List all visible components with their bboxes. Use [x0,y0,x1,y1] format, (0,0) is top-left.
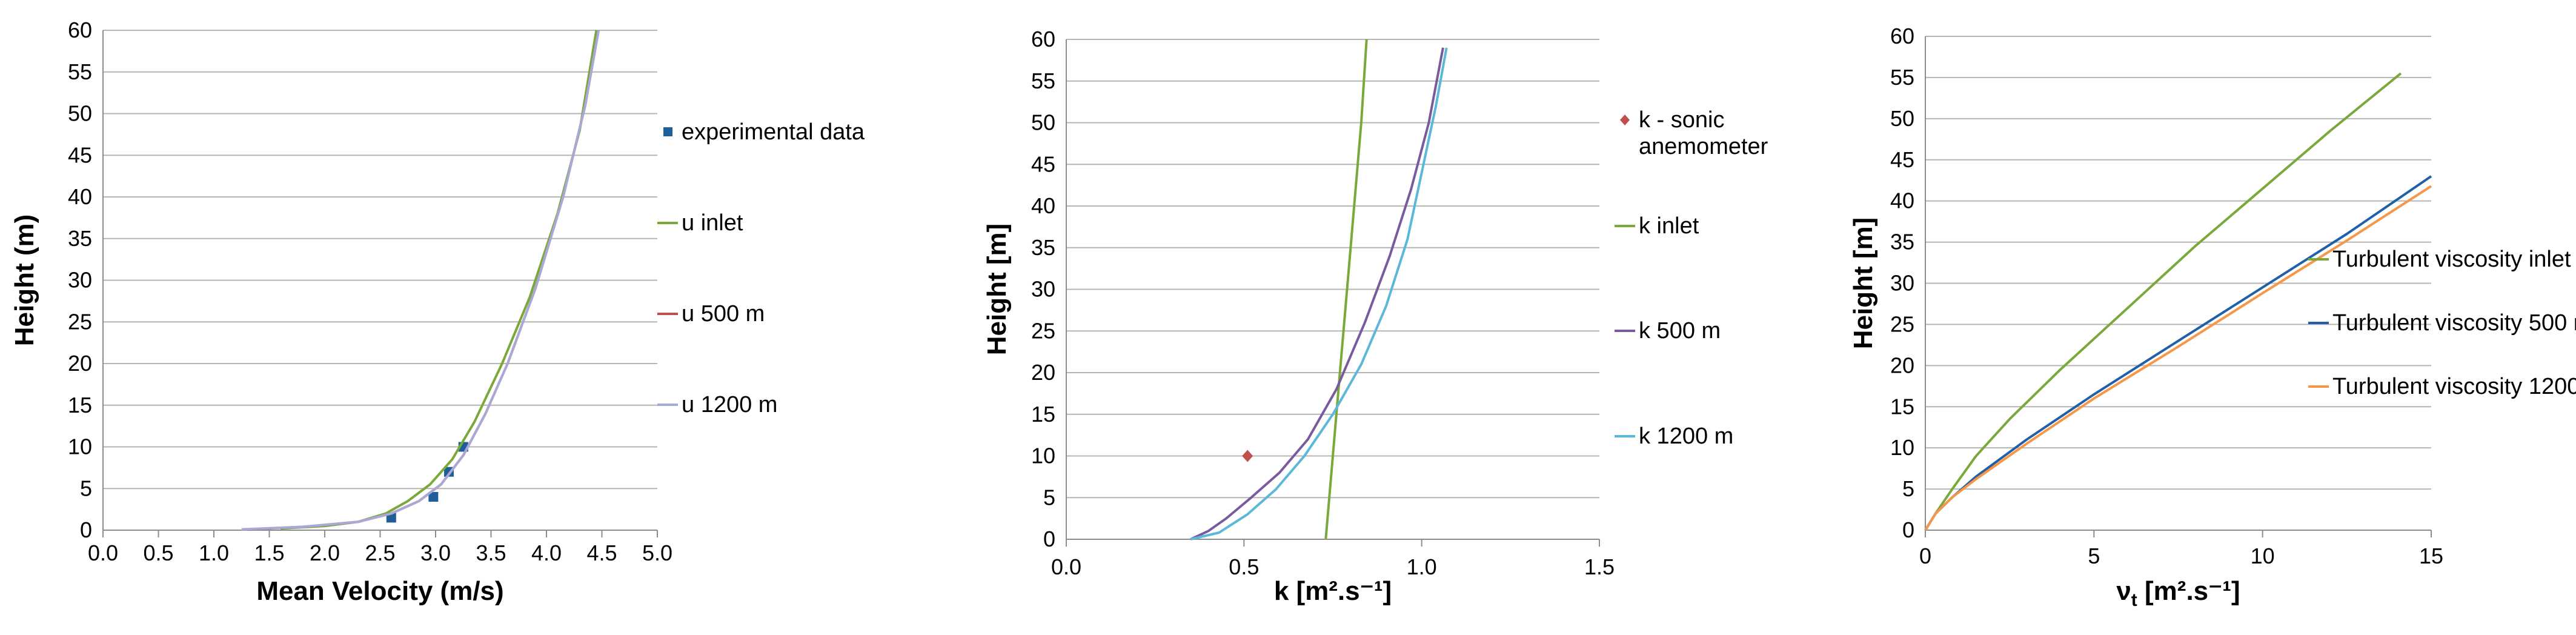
y-tick-label: 60 [68,18,92,42]
y-tick-label: 50 [1031,110,1055,135]
legend-label: experimental data [682,119,865,145]
y-tick-label: 50 [1890,106,1914,131]
y-tick-label: 30 [68,268,92,293]
y-tick-label: 20 [1031,360,1055,385]
series-line-2 [1924,175,2432,531]
legend-label: Turbulent viscosity 1200 m [2332,374,2576,399]
legend-label: k 1200 m [1639,424,1733,449]
x-tick-label: 0.5 [143,540,173,565]
x-tick-label: 3.5 [476,540,506,565]
legend-label: k 500 m [1639,318,1721,344]
series-line-2 [280,30,598,530]
y-tick-label: 40 [68,184,92,209]
y-tick-label: 15 [1031,402,1055,427]
legend-swatch [663,127,672,136]
x-tick-label: 2.5 [365,540,395,565]
series-line-1 [1924,72,2402,531]
y-tick-label: 15 [1890,394,1914,419]
x-tick-label: 4.0 [531,540,562,565]
y-tick-label: 10 [1031,444,1055,468]
y-tick-label: 35 [1890,230,1914,254]
x-tick-label: 1.0 [199,540,229,565]
y-tick-label: 35 [68,226,92,251]
y-tick-label: 30 [1890,271,1914,296]
y-tick-label: 0 [1902,517,1914,542]
y-tick-label: 55 [1890,65,1914,90]
y-tick-label: 60 [1890,24,1914,48]
x-tick-label: 5 [2088,544,2100,568]
legend-label: k inlet [1639,213,1699,239]
series-line-3 [1924,185,2432,531]
series-line-4 [241,30,600,531]
x-axis-label-symbol: ν [2116,576,2131,606]
y-axis-label: Height (m) [10,214,39,347]
x-tick-label: 0.5 [1229,554,1259,579]
data-point-marker [1242,450,1253,462]
legend-label: u 1200 m [682,392,777,417]
y-tick-label: 25 [1031,318,1055,343]
y-tick-label: 25 [1890,311,1914,336]
x-tick-label: 0.0 [1051,554,1081,579]
x-axis-label: νt [m².s⁻¹] [2116,576,2240,610]
y-tick-label: 10 [1890,435,1914,460]
y-tick-label: 5 [1902,476,1914,501]
chart-panel-2: 0 5 10 15 20 25 30 35 40 45 50 55 60 0.0 0.5 1.0 1.5 Heig… [982,27,1768,606]
y-tick-label: 5 [80,476,92,500]
series-line-3 [1190,47,1444,540]
x-tick-label: 2.0 [310,540,340,565]
x-tick-label: 1.0 [1407,554,1437,579]
y-axis-label: Height [m] [1848,218,1878,350]
y-tick-label: 45 [68,142,92,167]
y-tick-label: 45 [1031,151,1055,176]
chart-panel-1: 0 5 10 15 20 25 30 35 40 45 50 55 60 0.0 0.5 1.0 1.5 2.0 2… [10,18,865,606]
y-tick-label: 0 [1043,527,1055,551]
x-tick-label: 10 [2251,544,2275,568]
y-tick-label: 30 [1031,277,1055,302]
y-tick-label: 25 [68,309,92,334]
y-tick-label: 45 [1890,147,1914,172]
y-tick-label: 15 [68,393,92,417]
y-tick-label: 35 [1031,235,1055,260]
y-axis-label: Height [m] [982,224,1012,356]
x-tick-label: 0 [1919,544,1931,568]
x-tick-label: 5.0 [642,540,672,565]
y-tick-label: 10 [68,434,92,459]
data-point-marker [428,492,439,502]
x-tick-label: 15 [2419,544,2443,568]
y-tick-label: 50 [68,101,92,126]
chart-panel-3: 0 5 10 15 20 25 30 35 40 45 50 55 60 0 5 10 15 Height [m]… [1848,24,2576,610]
x-axis-label: k [m².s⁻¹] [1274,576,1392,606]
x-tick-label: 1.5 [254,540,284,565]
y-tick-label: 0 [80,517,92,542]
x-tick-label: 1.5 [1584,554,1615,579]
legend-label: k - sonic [1639,107,1724,133]
series-line-2 [1324,39,1368,540]
y-tick-label: 60 [1031,27,1055,52]
y-tick-label: 40 [1031,193,1055,218]
series-line-4 [1190,47,1448,540]
legend-label: u 500 m [682,301,765,327]
y-tick-label: 55 [68,59,92,84]
x-tick-label: 4.5 [586,540,617,565]
legend-swatch [1620,115,1630,125]
x-axis-label-units: [m².s⁻¹] [2137,576,2240,606]
legend-label: Turbulent viscosity inlet [2332,247,2571,272]
x-axis-label: Mean Velocity (m/s) [256,576,503,606]
y-tick-label: 40 [1890,188,1914,213]
legend-label: Turbulent viscosity 500 m [2332,310,2576,336]
x-tick-label: 3.0 [420,540,451,565]
x-tick-label: 0.0 [88,540,118,565]
x-axis-label-subscript: t [2131,590,2137,610]
y-tick-label: 20 [68,351,92,376]
legend-label: anemometer [1639,134,1768,159]
legend-label: u inlet [682,210,743,236]
y-tick-label: 55 [1031,68,1055,93]
y-tick-label: 5 [1043,485,1055,510]
y-tick-label: 20 [1890,353,1914,377]
